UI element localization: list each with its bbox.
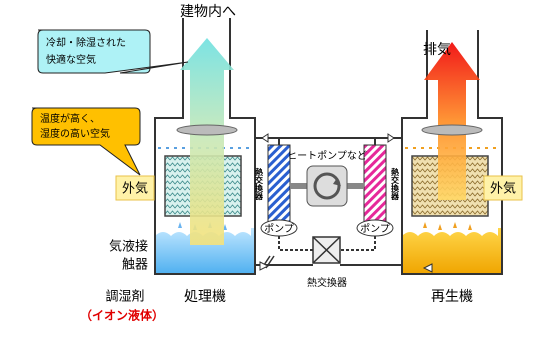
label: 調湿剤 bbox=[105, 289, 144, 305]
callout-text: 冷却・除湿された bbox=[46, 36, 126, 49]
label: ポンプ bbox=[264, 223, 294, 235]
label: 熱交換器 bbox=[307, 276, 347, 289]
heat-pump bbox=[306, 165, 348, 207]
label: （イオン液体） bbox=[80, 308, 164, 323]
label: 外気 bbox=[122, 181, 148, 197]
hot-air-callout bbox=[31, 107, 141, 176]
label: ポンプ bbox=[360, 223, 390, 235]
callout-text: 湿度の高い空気 bbox=[40, 127, 110, 140]
processor-unit bbox=[154, 18, 256, 275]
regenerator-unit bbox=[401, 30, 503, 275]
label: 処理機 bbox=[184, 289, 226, 305]
callout-text: 快適な空気 bbox=[46, 53, 96, 66]
cool-air-callout bbox=[37, 29, 189, 74]
label: 外気 bbox=[490, 181, 516, 197]
callout-text: 温度が高く、 bbox=[40, 112, 100, 125]
exhaust-arrow bbox=[424, 42, 480, 200]
label: 排気 bbox=[423, 42, 451, 58]
outside-air-left-box bbox=[115, 175, 155, 201]
label: 気液接 bbox=[109, 239, 148, 255]
cool-air-arrow bbox=[180, 38, 234, 245]
pump-left bbox=[260, 219, 298, 237]
label: 熱交換器 bbox=[390, 167, 400, 201]
label: 建物内へ bbox=[180, 4, 236, 20]
label: 再生機 bbox=[431, 289, 473, 305]
heat-exchanger-right bbox=[363, 144, 387, 228]
label: 触器 bbox=[122, 258, 148, 273]
pump-right bbox=[356, 219, 394, 237]
label: 熱交換器 bbox=[254, 167, 264, 201]
label: ヒートポンプなど bbox=[287, 150, 367, 162]
pipes bbox=[255, 137, 402, 266]
outside-air-right-box bbox=[483, 175, 523, 201]
